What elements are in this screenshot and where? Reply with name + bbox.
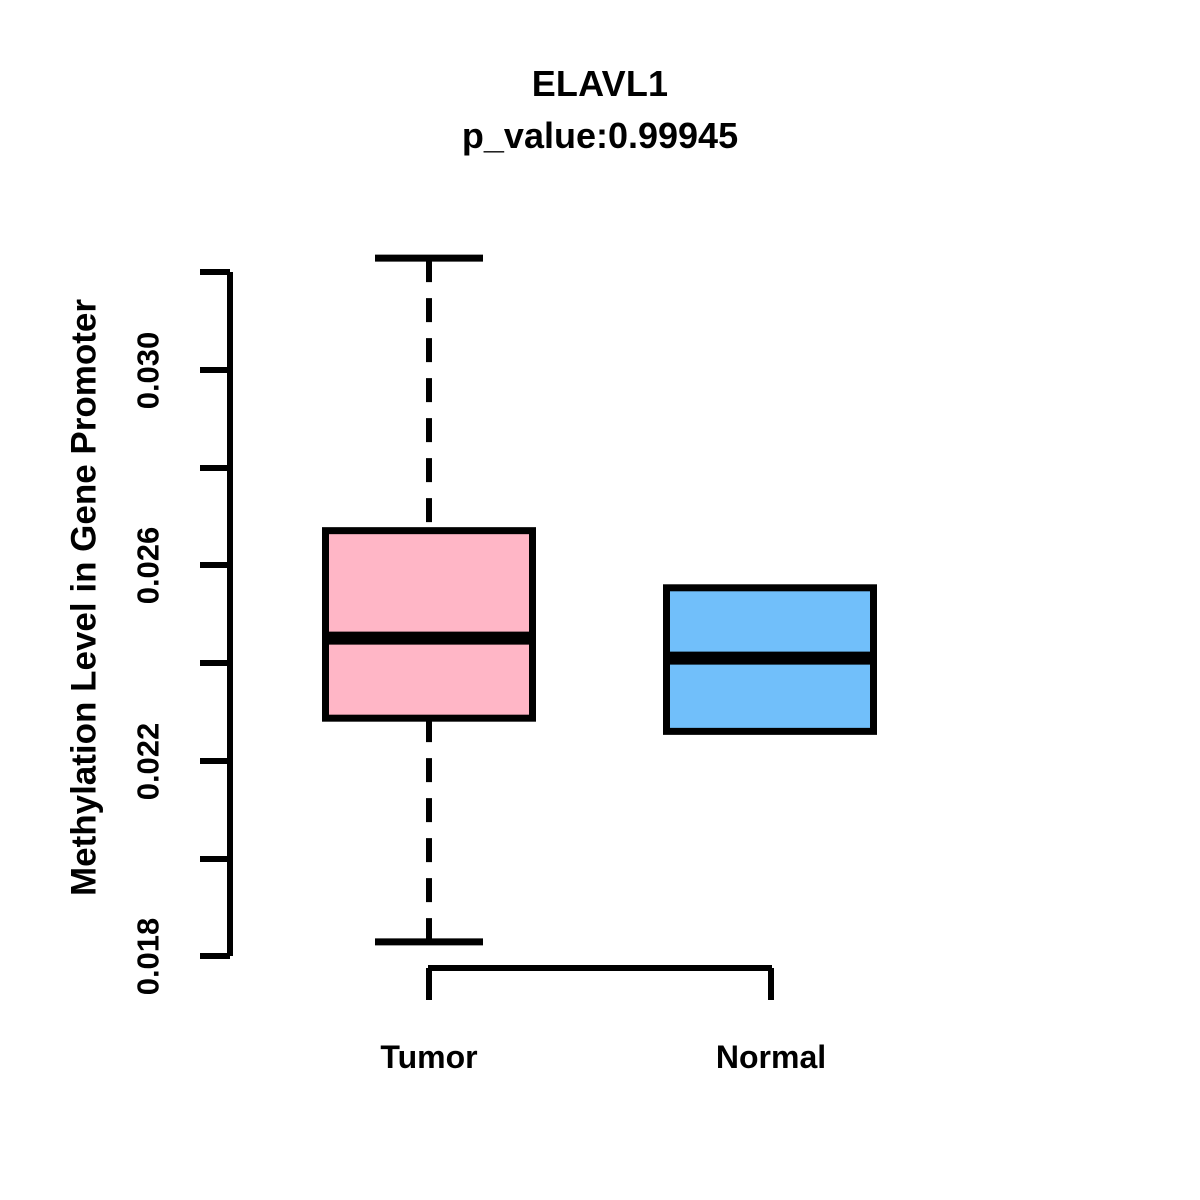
x-tick-label-tumor: Tumor (380, 1039, 478, 1075)
y-axis (200, 269, 233, 959)
y-tick-label-0.030: 0.030 (130, 331, 166, 410)
x-axis (426, 965, 774, 1000)
chart-subtitle-pvalue: p_value:0.99945 (461, 115, 739, 156)
tumor-box-rect (322, 527, 536, 722)
y-tick-label-0.018: 0.018 (130, 917, 166, 996)
chart-title: ELAVL1 (531, 63, 669, 104)
box-tumor (322, 254, 536, 946)
y-tick-label-0.026: 0.026 (130, 526, 166, 605)
x-tick-label-normal: Normal (715, 1039, 827, 1075)
box-normal (663, 584, 877, 735)
y-tick-label-0.022: 0.022 (130, 722, 166, 801)
